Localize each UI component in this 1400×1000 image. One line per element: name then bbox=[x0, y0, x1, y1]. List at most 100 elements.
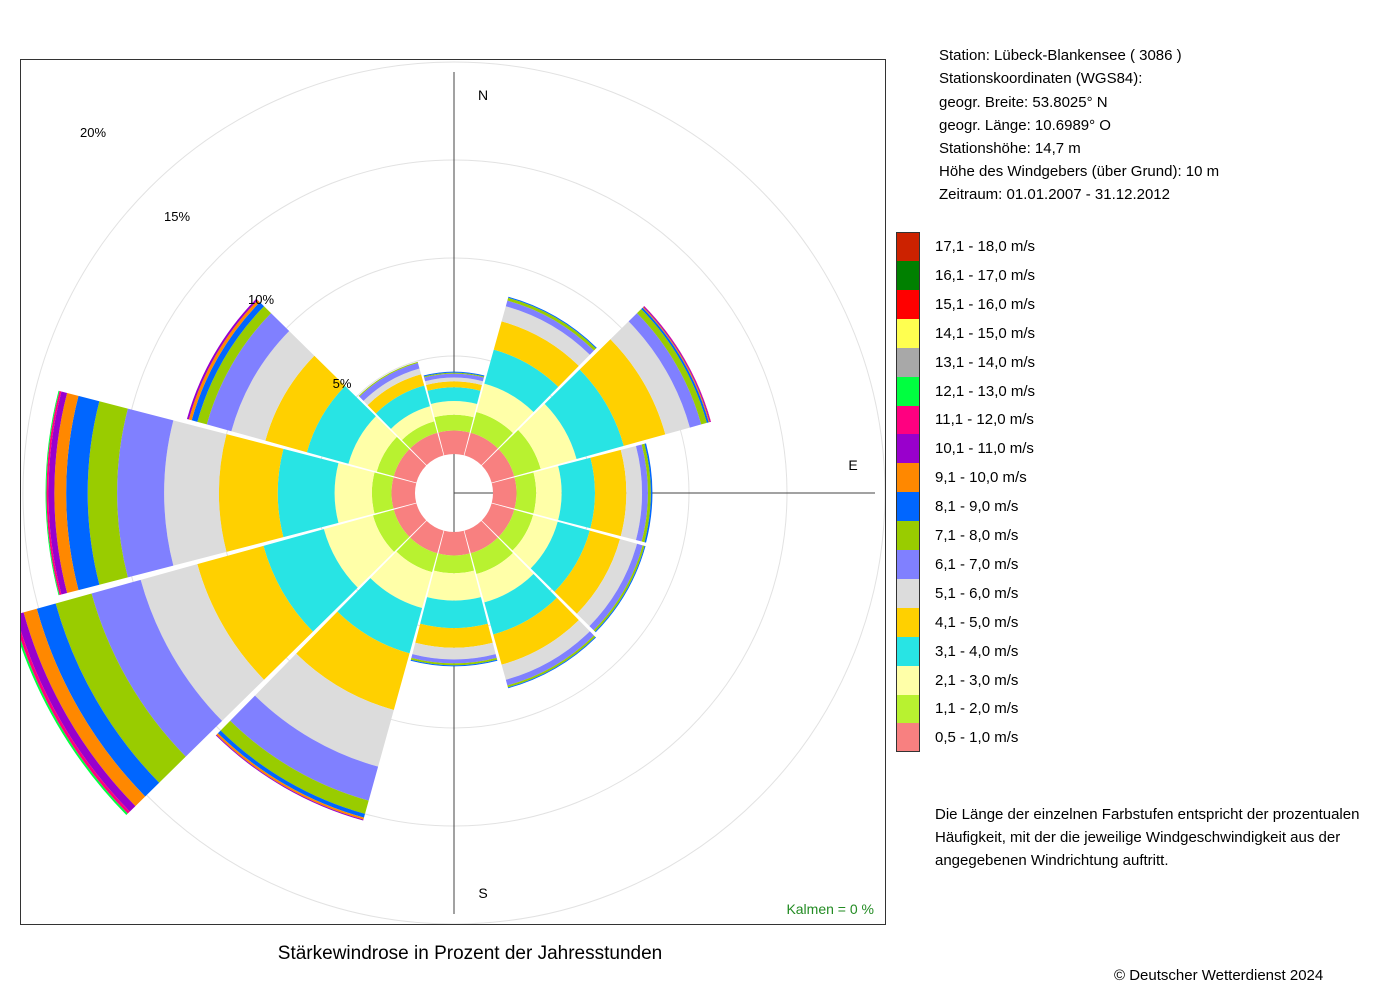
sector-90-class-6 bbox=[620, 445, 642, 541]
sector-330-class-4 bbox=[375, 385, 430, 429]
sector-150-class-7 bbox=[505, 631, 594, 686]
sector-0-class-1 bbox=[438, 430, 470, 456]
sector-270-class-6 bbox=[164, 420, 227, 566]
sector-180-class-7 bbox=[411, 654, 497, 664]
compass-label-east: E bbox=[848, 457, 857, 473]
station-line: Station: Lübeck-Blankensee ( 3086 ) bbox=[939, 47, 1182, 64]
sector-270-class-5 bbox=[218, 434, 284, 552]
sector-0-class-6 bbox=[425, 377, 483, 386]
sector-330-class-3 bbox=[390, 406, 435, 441]
legend-swatch bbox=[896, 723, 920, 753]
legend-swatch bbox=[896, 347, 920, 377]
sector-30-class-6 bbox=[501, 306, 590, 366]
legend-item: 14,1 - 15,0 m/s bbox=[896, 318, 1076, 348]
sector-300-class-3 bbox=[348, 416, 397, 472]
sector-30-class-7 bbox=[505, 300, 594, 355]
sector-180-class-8 bbox=[410, 657, 498, 666]
sector-270-class-1 bbox=[391, 477, 417, 509]
sector-0-class-8 bbox=[423, 372, 485, 378]
legend-swatch bbox=[896, 521, 920, 550]
sector-330-class-1 bbox=[410, 432, 444, 466]
sector-270-class-10 bbox=[54, 392, 79, 594]
legend-label: 0,5 - 1,0 m/s bbox=[935, 729, 1019, 747]
legend-label: 10,1 - 11,0 m/s bbox=[935, 440, 1034, 458]
sector-270-class-7 bbox=[117, 408, 174, 578]
legend-swatch bbox=[896, 636, 920, 666]
sector-90-class-1 bbox=[491, 477, 517, 509]
legend-item: 3,1 - 4,0 m/s bbox=[896, 636, 1076, 666]
period: Zeitraum: 01.01.2007 - 31.12.2012 bbox=[939, 186, 1170, 203]
sector-120-class-2 bbox=[498, 509, 534, 551]
sector-300-class-4 bbox=[306, 385, 376, 464]
sector-180-class-9 bbox=[410, 659, 498, 667]
legend-label: 5,1 - 6,0 m/s bbox=[935, 584, 1019, 602]
legend-item: 2,1 - 3,0 m/s bbox=[896, 665, 1076, 695]
sector-180-class-4 bbox=[420, 597, 488, 629]
chart-title: Stärkewindrose in Prozent der Jahresstun… bbox=[277, 943, 663, 964]
latitude: geogr. Breite: 53.8025° N bbox=[939, 94, 1108, 111]
sector-240-class-9 bbox=[36, 603, 160, 797]
legend-item: 8,1 - 9,0 m/s bbox=[896, 492, 1076, 522]
sector-60-class-7 bbox=[628, 313, 702, 428]
sector-240-class-1 bbox=[393, 503, 427, 537]
sector-90-class-2 bbox=[514, 472, 537, 514]
sector-30-class-4 bbox=[484, 349, 559, 413]
sector-270-class-2 bbox=[371, 472, 394, 514]
sector-210-class-2 bbox=[396, 537, 438, 573]
legend-item: 11,1 - 12,0 m/s bbox=[896, 405, 1076, 435]
sector-150-class-5 bbox=[493, 597, 579, 665]
sector-120-class-3 bbox=[512, 514, 558, 569]
calms-label: Kalmen = 0 % bbox=[786, 901, 874, 917]
ring-label-5pct: 5% bbox=[333, 376, 352, 391]
legend-label: 13,1 - 14,0 m/s bbox=[935, 353, 1036, 371]
sector-270-class-12 bbox=[46, 390, 62, 596]
sector-210-class-7 bbox=[230, 695, 379, 801]
sector-60-class-1 bbox=[481, 449, 515, 483]
sector-120-class-7 bbox=[589, 543, 643, 631]
sector-150-class-6 bbox=[501, 620, 590, 680]
sector-60-class-4 bbox=[544, 369, 624, 460]
sector-330-class-7 bbox=[359, 362, 420, 401]
ring-label-10pct: 10% bbox=[248, 292, 274, 307]
sector-0-class-9 bbox=[423, 371, 485, 377]
station-height: Stationshöhe: 14,7 m bbox=[939, 140, 1081, 157]
note-line-1: Die Länge der einzelnen Farbstufen entsp… bbox=[935, 806, 1360, 823]
sector-210-class-3 bbox=[370, 551, 433, 609]
legend-label: 7,1 - 8,0 m/s bbox=[935, 527, 1019, 544]
longitude: geogr. Länge: 10.6989° O bbox=[939, 117, 1111, 134]
sector-150-class-3 bbox=[476, 552, 534, 603]
legend-item: 5,1 - 6,0 m/s bbox=[896, 578, 1076, 608]
legend-label: 11,1 - 12,0 m/s bbox=[935, 411, 1034, 429]
sector-300-class-2 bbox=[376, 436, 410, 477]
legend-swatch bbox=[896, 405, 920, 435]
sector-30-class-8 bbox=[507, 297, 597, 351]
sector-270-class-3 bbox=[334, 463, 375, 523]
grid-ring-4 bbox=[22, 61, 885, 924]
sector-120-class-5 bbox=[554, 530, 621, 614]
note-line-2: Häufigkeit, mit der die jeweilige Windge… bbox=[935, 829, 1341, 846]
legend-swatch bbox=[896, 463, 920, 493]
legend-label: 15,1 - 16,0 m/s bbox=[935, 295, 1036, 313]
legend-item: 9,1 - 10,0 m/s bbox=[896, 463, 1076, 493]
sector-330-class-2 bbox=[401, 421, 438, 449]
sector-120-class-1 bbox=[481, 503, 515, 537]
sector-30-class-5 bbox=[493, 321, 579, 387]
legend-item: 15,1 - 16,0 m/s bbox=[896, 289, 1076, 319]
legend-swatch bbox=[896, 289, 920, 319]
sector-90-class-4 bbox=[558, 457, 595, 529]
legend-swatch bbox=[896, 492, 920, 522]
compass-label-north: N bbox=[478, 87, 488, 103]
sector-210-class-5 bbox=[296, 611, 410, 711]
sector-30-class-3 bbox=[476, 383, 534, 434]
sector-0-class-2 bbox=[434, 414, 474, 433]
legend-item: 7,1 - 8,0 m/s bbox=[896, 521, 1076, 550]
sector-270-class-13 bbox=[45, 390, 60, 596]
sector-300-class-6 bbox=[231, 331, 315, 441]
sector-120-class-4 bbox=[530, 521, 590, 592]
legend-label: 16,1 - 17,0 m/s bbox=[935, 266, 1036, 284]
sector-240-class-7 bbox=[91, 579, 223, 757]
sector-270-class-8 bbox=[87, 401, 128, 585]
legend-label: 2,1 - 3,0 m/s bbox=[935, 671, 1019, 689]
legend-label: 8,1 - 9,0 m/s bbox=[935, 498, 1019, 516]
note-line-3: angegebenen Windrichtung auftritt. bbox=[935, 852, 1169, 869]
